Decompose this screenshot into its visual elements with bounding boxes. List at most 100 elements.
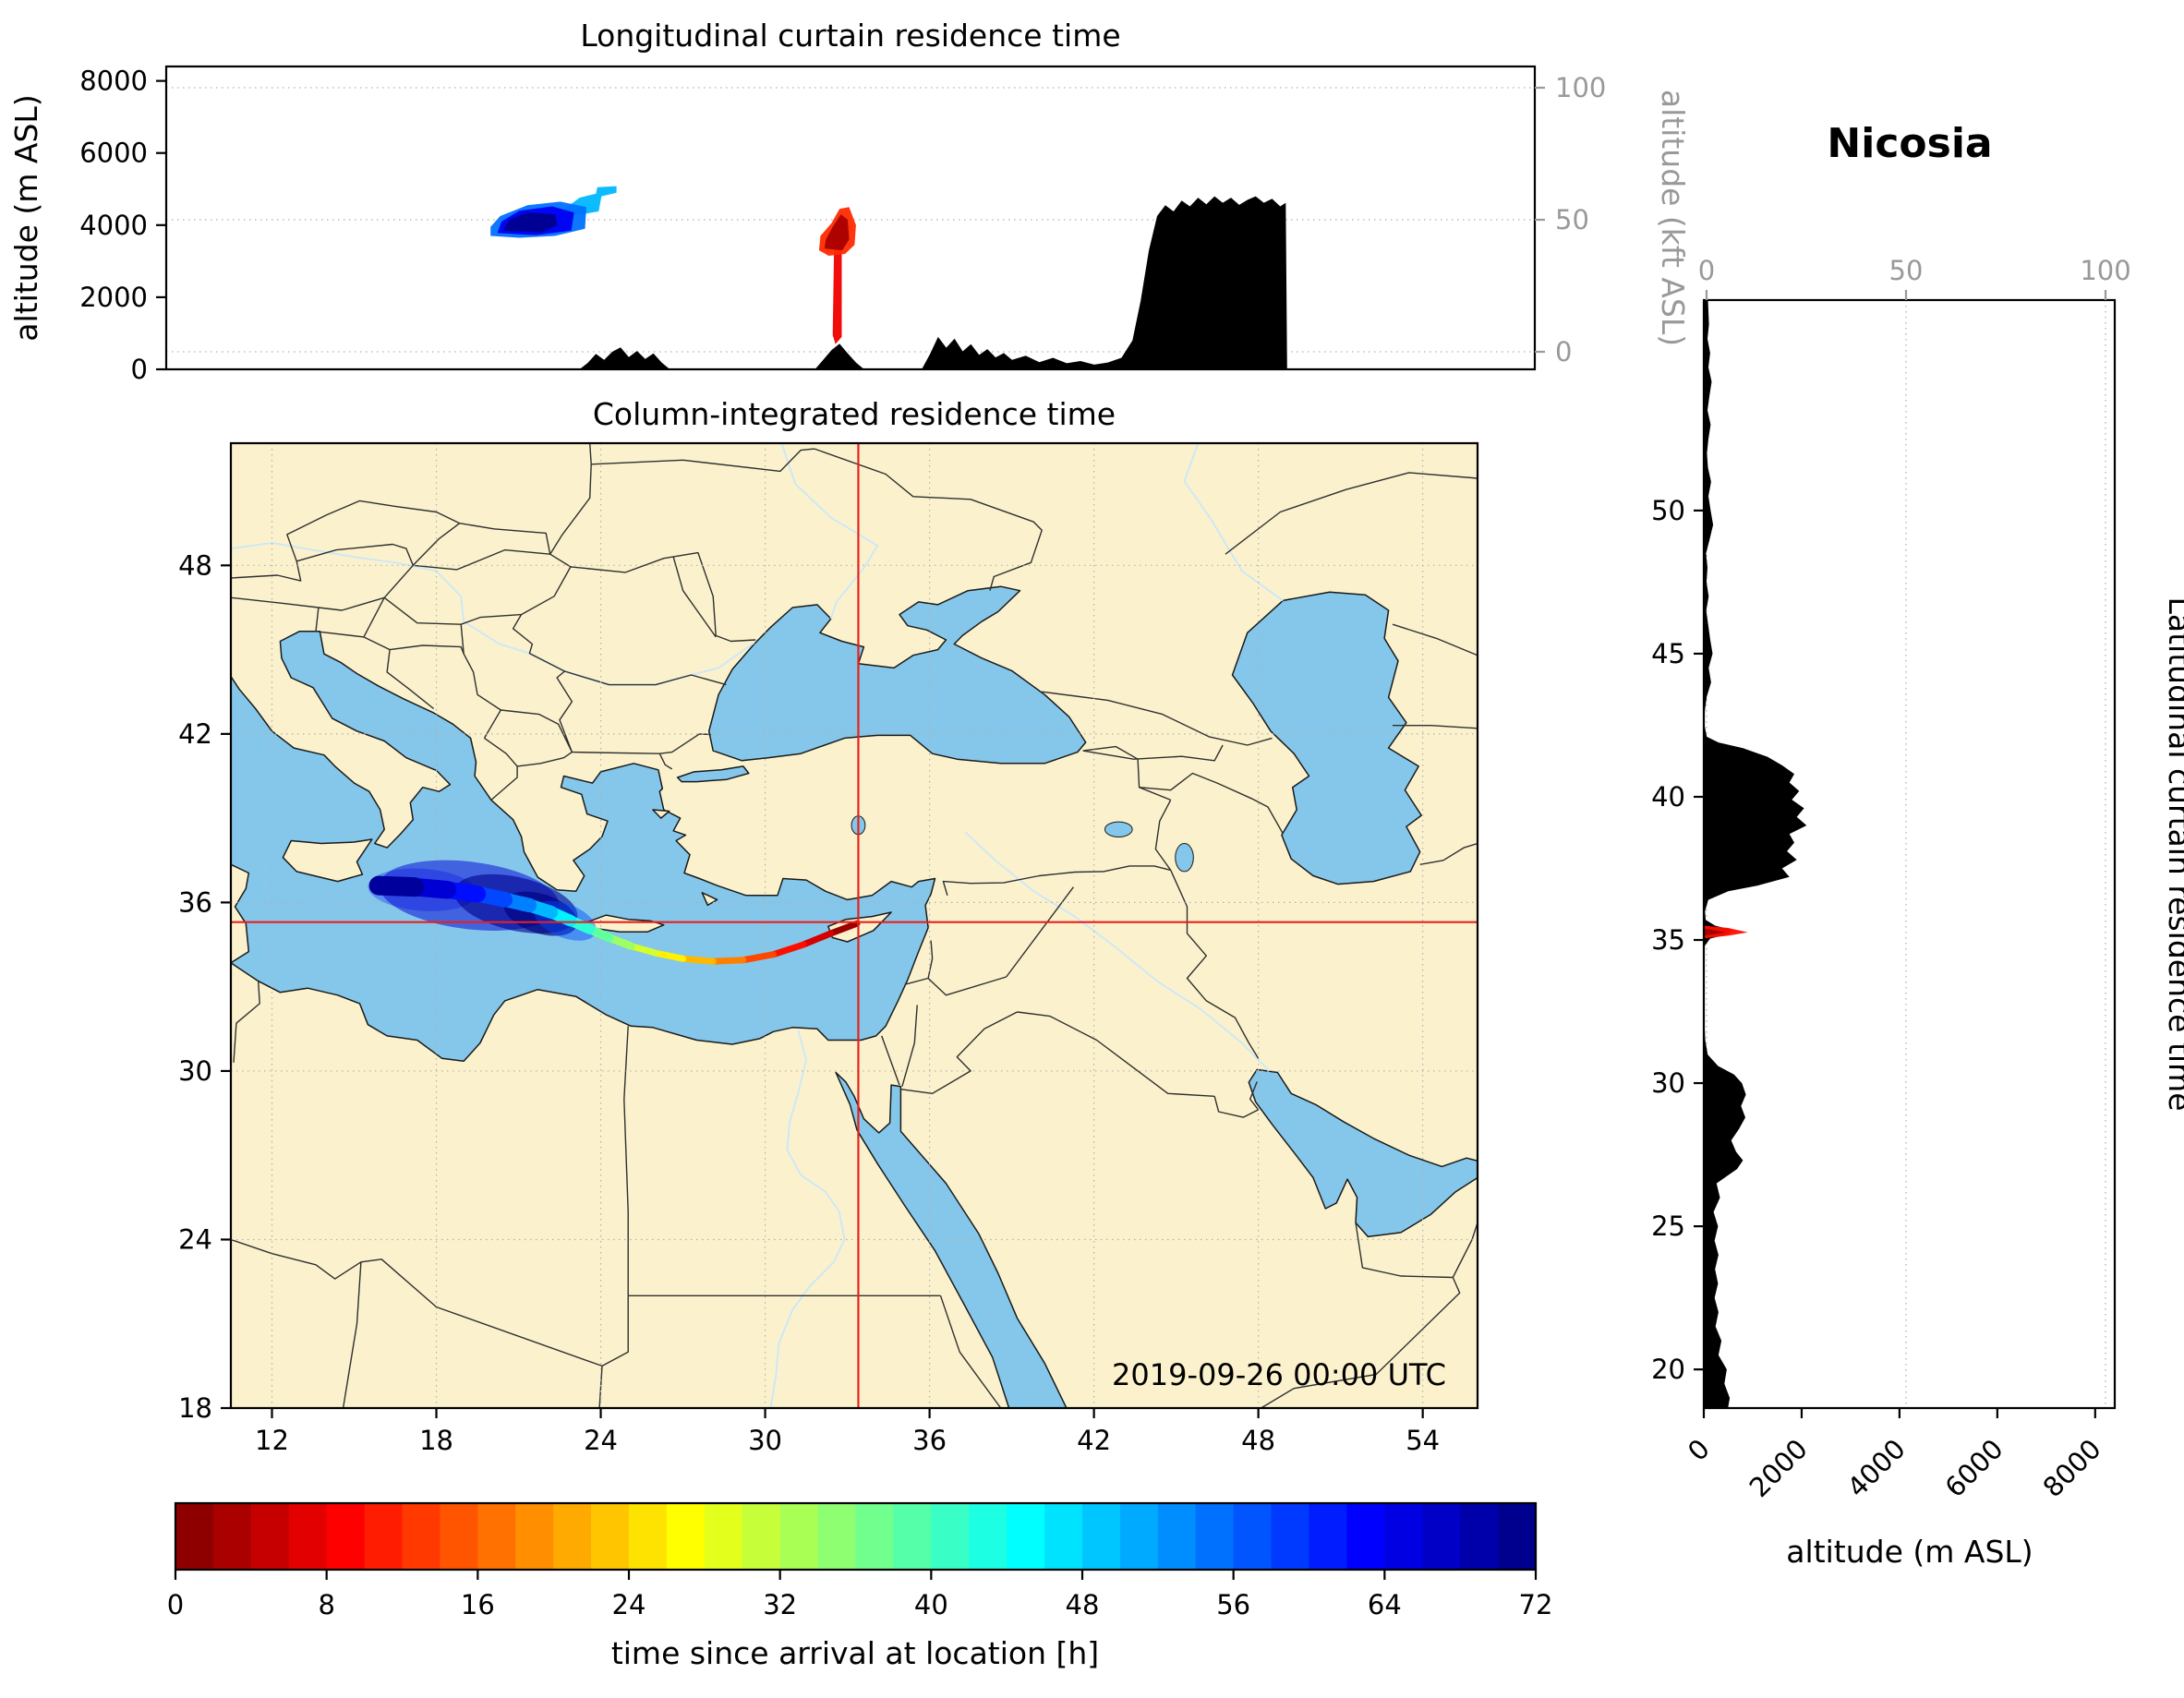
right-xlabel: altitude (m ASL)	[1786, 1534, 2033, 1570]
ytick-right-label: 0	[1555, 336, 1572, 367]
latitudinal-title: Latitudinal curtain residence time	[2162, 596, 2184, 1111]
colorbar-segment	[250, 1503, 290, 1570]
ytick-label: 30	[1651, 1067, 1685, 1099]
map-title: Column-integrated residence time	[593, 396, 1116, 432]
country-border	[363, 636, 465, 655]
xtick-label: 12	[255, 1425, 289, 1456]
colorbar-segment	[1498, 1503, 1537, 1570]
colorbar-frame	[174, 1501, 1538, 1572]
colorbar-tick-label: 16	[461, 1589, 495, 1620]
xtick-label: 0	[1682, 1433, 1716, 1467]
station-title: Nicosia	[1827, 120, 1992, 167]
trajectory-segment	[709, 957, 747, 965]
country-border	[412, 523, 461, 566]
country-border	[386, 649, 435, 710]
sea-polygon	[1248, 1068, 1478, 1238]
country-border	[1170, 870, 1260, 1059]
ytick-label: 42	[178, 718, 212, 750]
plume-patch	[1704, 928, 1726, 936]
country-border	[591, 448, 815, 473]
country-border	[315, 607, 320, 632]
island	[652, 809, 670, 819]
xtick-label: 30	[748, 1425, 782, 1456]
colorbar-segment	[666, 1503, 706, 1570]
country-border	[881, 1035, 900, 1086]
country-border	[231, 1238, 603, 1367]
country-border	[1139, 772, 1284, 835]
colorbar-segment	[553, 1503, 592, 1570]
country-border	[517, 752, 573, 767]
country-border	[1261, 1222, 1461, 1408]
colorbar-segment	[931, 1503, 971, 1570]
country-border	[1042, 691, 1273, 746]
colorbar-segment	[1007, 1503, 1045, 1570]
ytick-label: 36	[178, 886, 212, 918]
country-border	[901, 1005, 918, 1087]
country-border	[572, 751, 660, 754]
trajectory-segment	[769, 941, 807, 958]
top-ylabel: altitude (m ASL)	[8, 94, 44, 341]
colorbar-segment	[440, 1503, 479, 1570]
colorbar-segment	[477, 1503, 517, 1570]
plume-patch	[502, 212, 558, 233]
country-border	[1154, 800, 1172, 871]
ytick-label: 48	[178, 549, 212, 581]
colorbar-tick-label: 8	[318, 1589, 334, 1620]
xtick-label: 36	[912, 1425, 947, 1456]
panel-frame	[164, 65, 1537, 371]
ytick-right-label: 50	[1555, 204, 1589, 235]
xtick-label: 18	[419, 1425, 453, 1456]
country-border	[233, 981, 260, 1063]
colorbar-tick-label: 0	[167, 1589, 184, 1620]
country-border	[570, 551, 756, 643]
ytick-label: 20	[1651, 1354, 1685, 1385]
country-border	[939, 1295, 1002, 1408]
ytick-label: 50	[1651, 495, 1685, 526]
xtick-label: 54	[1406, 1425, 1440, 1456]
colorbar-segment	[704, 1503, 743, 1570]
xtick-label: 4000	[1841, 1433, 1912, 1503]
plume-patch	[824, 214, 850, 251]
xtick-label: 24	[584, 1425, 618, 1456]
colorbar-segment	[212, 1503, 252, 1570]
colorbar-segment	[175, 1503, 214, 1570]
colorbar-segment	[288, 1503, 328, 1570]
xtick-top-label: 50	[1889, 255, 1924, 286]
country-border	[1225, 472, 1478, 555]
river	[1183, 443, 1284, 602]
country-border	[564, 670, 727, 686]
country-border	[1419, 842, 1478, 865]
colorbar-tick-label: 48	[1066, 1589, 1100, 1620]
colorbar-tick-label: 56	[1216, 1589, 1250, 1620]
country-border	[286, 500, 551, 562]
sea-polygon	[1231, 591, 1422, 885]
colorbar-label: time since arrival at location [h]	[611, 1635, 1099, 1671]
colorbar-tick-label: 40	[914, 1589, 948, 1620]
country-border	[1392, 623, 1478, 656]
ytick-label: 25	[1651, 1210, 1685, 1242]
trajectory-segment	[680, 955, 717, 965]
xtick-top-label: 0	[1698, 255, 1715, 286]
country-border	[942, 871, 1104, 896]
colorbar-segment	[1082, 1503, 1121, 1570]
country-border	[383, 548, 572, 625]
ytick-label: 18	[178, 1392, 212, 1424]
country-border	[1103, 865, 1171, 873]
sea-polygon	[676, 765, 750, 783]
ytick-label: 35	[1651, 924, 1685, 956]
island	[282, 838, 373, 883]
colorbar-segment	[893, 1503, 933, 1570]
colorbar-segment	[742, 1503, 781, 1570]
colorbar-segment	[1233, 1503, 1273, 1570]
colorbar-segment	[1346, 1503, 1386, 1570]
map-panel: 12 18 24 30 36 42 48 54 18 24 30 36 42 48	[178, 441, 1479, 1456]
top-ylabel-right: altitude (kft ASL)	[1655, 90, 1691, 346]
colorbar-segment	[1271, 1503, 1310, 1570]
country-border	[814, 448, 1043, 591]
sea-polygon	[231, 631, 936, 1063]
colorbar-segment	[1157, 1503, 1197, 1570]
trajectory-segment	[827, 920, 861, 937]
country-border	[672, 557, 717, 638]
lake	[1175, 843, 1194, 873]
